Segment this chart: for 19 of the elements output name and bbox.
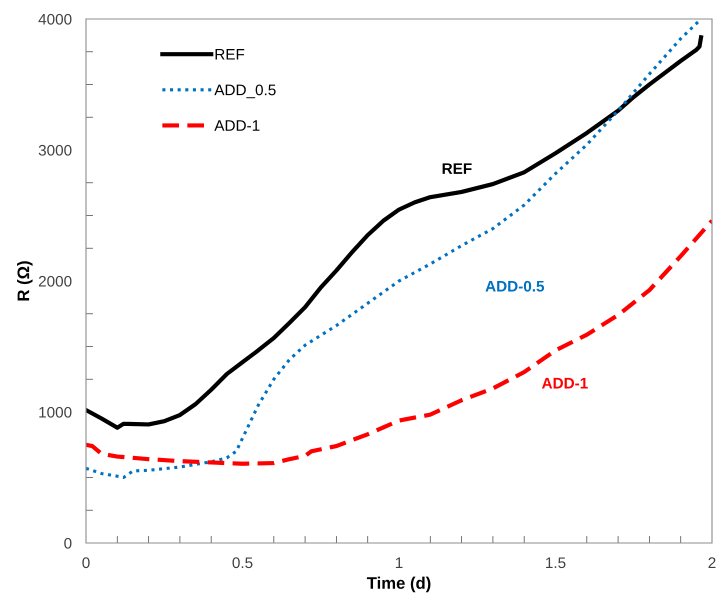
x-tick-label: 1.5 <box>546 557 566 568</box>
y-tick-label: 0 <box>64 538 72 549</box>
annotation: ADD-1 <box>542 378 588 388</box>
y-axis-title: R (Ω) <box>17 261 33 300</box>
y-tick-label: 4000 <box>38 14 72 25</box>
line-series <box>86 218 712 466</box>
legend-label: ADD-1 <box>214 120 260 131</box>
legend-label: REF <box>216 49 244 60</box>
legend-label: ADD_0.5 <box>214 84 276 98</box>
annotation: REF <box>442 163 472 174</box>
y-tick-label: 1000 <box>39 406 72 418</box>
y-tick-label: 3000 <box>38 144 72 156</box>
annotation: ADD-0.5 <box>485 280 544 292</box>
y-tick-label: 2000 <box>38 276 72 287</box>
x-tick-label: 2 <box>708 557 716 568</box>
x-tick-label: 1 <box>396 557 403 568</box>
x-tick-label: 0.5 <box>232 557 252 568</box>
x-axis-title: Time (d) <box>366 576 430 592</box>
x-tick-label: 0 <box>82 557 90 568</box>
